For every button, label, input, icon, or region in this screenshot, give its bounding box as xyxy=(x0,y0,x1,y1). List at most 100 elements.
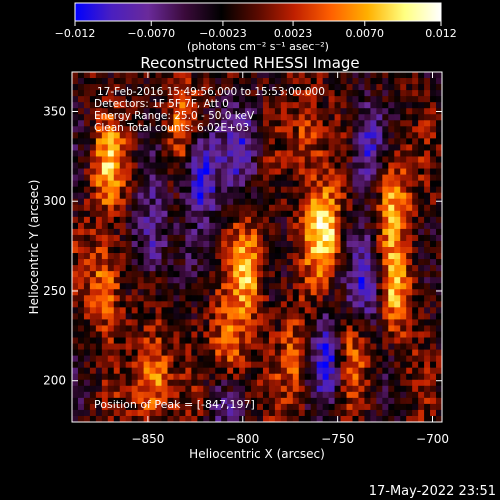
heatmap-cell xyxy=(268,319,276,326)
heatmap-cell xyxy=(95,271,103,278)
heatmap-cell xyxy=(274,289,282,296)
heatmap-cell xyxy=(233,379,240,387)
heatmap-cell xyxy=(227,307,234,314)
heatmap-cell xyxy=(233,78,240,85)
heatmap-cell xyxy=(406,240,413,248)
heatmap-cell xyxy=(257,180,264,188)
heatmap-cell xyxy=(310,307,318,314)
heatmap-cell xyxy=(310,391,318,399)
heatmap-cell xyxy=(83,222,91,230)
heatmap-cell xyxy=(424,138,431,145)
heatmap-cell xyxy=(358,102,365,109)
heatmap-cell xyxy=(412,403,419,411)
heatmap-cell xyxy=(430,367,437,375)
heatmap-cell xyxy=(203,102,210,109)
heatmap-cell xyxy=(107,156,115,163)
heatmap-cell xyxy=(155,90,162,97)
heatmap-cell xyxy=(107,349,115,357)
heatmap-cell xyxy=(119,156,127,163)
heatmap-cell xyxy=(310,403,318,411)
heatmap-cell xyxy=(95,84,103,91)
heatmap-cell xyxy=(394,144,401,151)
heatmap-cell xyxy=(227,319,234,326)
heatmap-cell xyxy=(358,120,365,127)
heatmap-cell xyxy=(113,156,121,163)
heatmap-cell xyxy=(376,301,383,308)
heatmap-cell xyxy=(245,78,252,85)
heatmap-cell xyxy=(346,84,353,91)
heatmap-cell xyxy=(292,253,300,260)
heatmap-cell xyxy=(316,415,324,423)
heatmap-cell xyxy=(400,84,407,91)
heatmap-cell xyxy=(424,198,431,206)
heatmap-cell xyxy=(328,204,335,212)
heatmap-cell xyxy=(72,72,79,79)
heatmap-cell xyxy=(83,210,91,218)
heatmap-cell xyxy=(245,247,252,254)
heatmap-cell xyxy=(215,277,222,284)
heatmap-cell xyxy=(418,156,425,163)
heatmap-cell xyxy=(352,72,359,79)
heatmap-cell xyxy=(382,337,389,344)
heatmap-cell xyxy=(340,90,347,97)
heatmap-cell xyxy=(167,228,174,236)
heatmap-cell xyxy=(316,385,324,393)
heatmap-cell xyxy=(292,391,300,399)
heatmap-cell xyxy=(83,144,91,151)
heatmap-cell xyxy=(179,265,186,272)
heatmap-cell xyxy=(346,259,353,266)
heatmap-cell xyxy=(173,301,180,308)
heatmap-cell xyxy=(358,277,365,284)
heatmap-cell xyxy=(424,192,431,200)
heatmap-cell xyxy=(143,367,150,375)
heatmap-cell xyxy=(286,126,294,133)
heatmap-cell xyxy=(298,210,306,218)
heatmap-cell xyxy=(179,379,186,387)
heatmap-cell xyxy=(340,403,347,411)
heatmap-cell xyxy=(358,325,365,332)
heatmap-cell xyxy=(107,78,115,85)
heatmap-cell xyxy=(304,186,312,194)
heatmap-cell xyxy=(167,198,174,206)
heatmap-cell xyxy=(328,331,335,338)
heatmap-cell xyxy=(83,108,91,115)
heatmap-cell xyxy=(334,331,341,338)
heatmap-cell xyxy=(346,337,353,344)
heatmap-cell xyxy=(400,186,407,194)
heatmap-cell xyxy=(89,192,97,200)
colorbar xyxy=(74,2,442,22)
heatmap-cell xyxy=(394,204,401,212)
heatmap-cell xyxy=(274,144,282,151)
heatmap-cell xyxy=(430,78,437,85)
heatmap-cell xyxy=(370,102,377,109)
heatmap-cell xyxy=(161,373,168,381)
heatmap-cell xyxy=(137,216,145,224)
heatmap-cell xyxy=(262,72,270,79)
heatmap-cell xyxy=(251,102,258,109)
heatmap-cell xyxy=(424,289,431,296)
heatmap-cell xyxy=(412,331,419,338)
heatmap-cell xyxy=(209,415,216,423)
heatmap-cell xyxy=(221,108,228,115)
heatmap-cell xyxy=(251,253,258,260)
heatmap-cell xyxy=(191,355,198,363)
heatmap-cell xyxy=(155,301,162,308)
heatmap-cell xyxy=(239,355,246,363)
heatmap-cell xyxy=(286,253,294,260)
heatmap-cell xyxy=(245,108,252,115)
heatmap-cell xyxy=(239,259,246,266)
heatmap-cell xyxy=(143,307,150,314)
heatmap-cell xyxy=(418,144,425,151)
heatmap-cell xyxy=(227,90,234,97)
heatmap-cell xyxy=(167,210,174,218)
heatmap-cell xyxy=(418,96,425,103)
heatmap-cell xyxy=(89,150,97,157)
heatmap-cell xyxy=(346,331,353,338)
heatmap-cell xyxy=(334,307,341,314)
heatmap-cell xyxy=(233,126,240,133)
heatmap-cell xyxy=(310,379,318,387)
heatmap-cell xyxy=(412,72,419,79)
heatmap-cell xyxy=(72,283,79,290)
heatmap-cell xyxy=(340,228,347,236)
heatmap-cell xyxy=(424,162,431,169)
